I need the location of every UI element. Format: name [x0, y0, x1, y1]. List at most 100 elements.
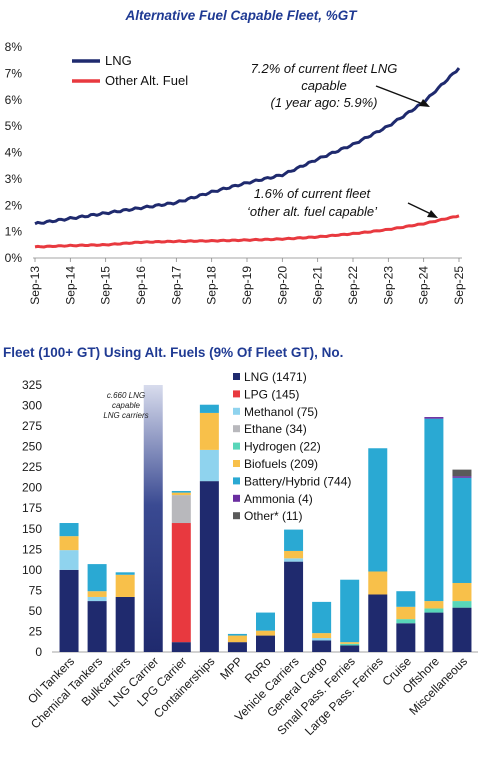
- bar-y-tick-label: 100: [22, 563, 42, 577]
- other-annotation-line-1: 1.6% of current fleet: [254, 186, 372, 201]
- bar-segment-ammonia-4: [452, 476, 472, 478]
- bar-y-tick-label: 125: [22, 542, 42, 556]
- x-tick-label: Sep-25: [452, 266, 466, 305]
- bar-segment-other-11: [452, 469, 472, 477]
- bar-segment-hydrogen-22: [452, 601, 472, 608]
- bar-segment-biofuels-209: [115, 574, 135, 597]
- bar-segment-ethane-34: [171, 495, 191, 524]
- other-annotation-arrow: [407, 202, 432, 215]
- bar-chemical-tankers: [87, 564, 107, 652]
- legend-label-lng: LNG: [105, 53, 132, 68]
- bar-y-tick-label: 300: [22, 399, 42, 413]
- bar-segment-battery-hybrid-744: [340, 579, 360, 643]
- y-tick-label: 1%: [5, 225, 23, 239]
- bar-chart-legend: LNG (1471) LPG (145) Methanol (75) Ethane (…: [233, 370, 351, 523]
- bar-segment-biofuels-209: [171, 492, 191, 496]
- legend-swatch-other-11: [233, 512, 240, 520]
- bar-segment-biofuels-209: [424, 601, 444, 609]
- bar-vehicle-carriers: [284, 529, 304, 652]
- y-tick-label: 7%: [5, 66, 23, 80]
- bar-segment-lng-1471: [284, 561, 304, 652]
- bar-segment-lng-1471: [227, 642, 247, 652]
- bar-chart-title: Fleet (100+ GT) Using Alt. Fuels (9% Of …: [3, 345, 343, 360]
- y-tick-label: 8%: [5, 40, 23, 54]
- bar-segment-methanol-75: [59, 550, 79, 570]
- legend-label-battery-hybrid-744: Battery/Hybrid (744): [244, 474, 351, 488]
- legend-swatch-lpg-145: [233, 390, 240, 398]
- bar-oil-tankers: [59, 523, 79, 652]
- bar-segment-lng-1471: [312, 640, 332, 652]
- legend-label-lpg-145: LPG (145): [244, 387, 299, 401]
- line-series-lng: [34, 67, 461, 226]
- bar-segment-battery-hybrid-744: [368, 448, 388, 572]
- bar-segment-lng-1471: [199, 481, 219, 652]
- x-tick-label: Sep-15: [99, 266, 113, 305]
- bar-segment-lng-1471: [59, 569, 79, 652]
- bar-y-tick-label: 50: [29, 604, 43, 618]
- legend-swatch-battery-hybrid-744: [233, 477, 240, 485]
- bar-segment-battery-hybrid-744: [424, 418, 444, 602]
- bar-roro: [256, 612, 275, 652]
- legend-label-ammonia-4: Ammonia (4): [244, 492, 313, 506]
- y-tick-label: 5%: [5, 119, 23, 133]
- bar-x-tick-label: MPP: [217, 654, 245, 682]
- y-tick-label: 6%: [5, 93, 23, 107]
- line-series-other-alt-fuel: [34, 214, 460, 249]
- bar-y-tick-label: 225: [22, 460, 42, 474]
- legend-swatch-lng-1471: [233, 373, 240, 380]
- bar-segment-lng-1471: [452, 607, 472, 652]
- bar-segment-biofuels-209: [312, 633, 332, 639]
- bar-segment-biofuels-209: [87, 591, 107, 597]
- bar-segment-battery-hybrid-744: [87, 564, 107, 592]
- bar-segment-biofuels-209: [199, 412, 219, 450]
- lng-annotation-line-1: 7.2% of current fleet LNG: [251, 61, 398, 76]
- y-tick-label: 3%: [5, 172, 23, 186]
- bar-offshore: [424, 417, 444, 652]
- x-tick-label: Sep-14: [63, 266, 77, 305]
- bar-general-cargo: [312, 601, 332, 652]
- line-chart-title: Alternative Fuel Capable Fleet, %GT: [124, 8, 358, 23]
- bar-segment-battery-hybrid-744: [171, 490, 191, 493]
- bar-segment-hydrogen-22: [424, 608, 444, 613]
- bar-y-tick-label: 200: [22, 481, 42, 495]
- bar-segment-battery-hybrid-744: [452, 477, 472, 583]
- bar-segment-biofuels-209: [340, 642, 360, 644]
- other-annotation: 1.6% of current fleet ‘other alt. fuel c…: [247, 186, 438, 219]
- bar-segment-battery-hybrid-744: [256, 612, 275, 631]
- y-tick-label: 0%: [5, 251, 23, 265]
- bar-segment-hydrogen-22: [340, 643, 360, 646]
- lng-annotation-arrowhead: [419, 99, 430, 107]
- x-tick-label: Sep-22: [346, 266, 360, 305]
- bar-segment-biofuels-209: [256, 630, 275, 636]
- bar-segment-methanol-75: [284, 558, 304, 562]
- bar-y-tick-label: 150: [22, 522, 42, 536]
- bar-segment-methanol-75: [87, 596, 107, 602]
- legend-swatch-hydrogen-22: [233, 442, 240, 450]
- bar-bulkcarriers: [115, 572, 135, 652]
- bar-segment-biofuels-209: [368, 571, 388, 595]
- bar-y-tick-label: 250: [22, 440, 42, 454]
- x-tick-label: Sep-16: [134, 266, 148, 305]
- bar-y-tick-label: 25: [29, 624, 43, 638]
- x-tick-label: Sep-17: [169, 266, 183, 305]
- bar-segment-biofuels-209: [452, 582, 472, 602]
- bar-cruise: [396, 591, 416, 652]
- bar-segment-battery-hybrid-744: [396, 591, 416, 607]
- bar-segment-lng-1471: [171, 642, 191, 652]
- lng-carrier-annotation-line-1: c.660 LNG: [107, 391, 145, 400]
- lng-carrier-annotation: c.660 LNG capable LNG carriers: [103, 391, 148, 420]
- x-tick-label: Sep-13: [28, 266, 42, 305]
- bar-segment-lng-1471: [424, 612, 444, 652]
- bar-segment-ammonia-4: [424, 417, 444, 419]
- bar-segment-lpg-145: [171, 523, 191, 643]
- bar-segment-biofuels-209: [59, 536, 79, 551]
- x-tick-label: Sep-21: [311, 266, 325, 305]
- bar-segment-battery-hybrid-744: [312, 601, 332, 634]
- bar-segment-biofuels-209: [284, 550, 304, 559]
- lng-annotation-line-3: (1 year ago: 5.9%): [271, 95, 378, 110]
- bar-segment-lng-1471: [368, 594, 388, 652]
- bar-y-tick-label: 0: [35, 645, 42, 659]
- x-tick-label: Sep-24: [417, 266, 431, 305]
- lng-annotation-arrow: [375, 85, 424, 105]
- bar-segment-lng-1471: [256, 635, 275, 652]
